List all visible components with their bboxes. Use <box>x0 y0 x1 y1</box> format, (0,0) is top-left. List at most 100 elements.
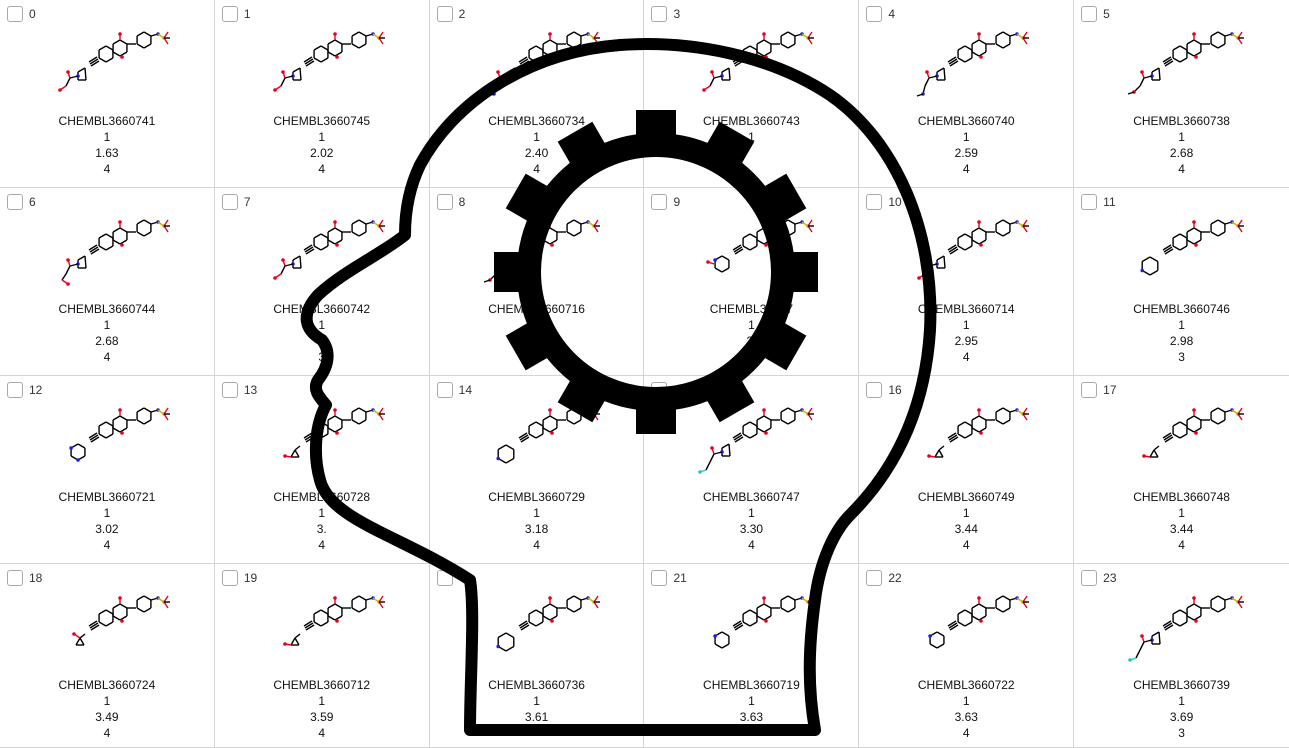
molecule-cell[interactable]: CHEMBL3660736 1 3.61 <box>429 564 645 748</box>
select-checkbox[interactable] <box>436 6 453 22</box>
value-2: 3.63 <box>739 710 764 724</box>
molecule-cell[interactable]: 3 CHEMBL3660743 1 <box>644 0 860 188</box>
value-2: 3.49 <box>95 710 119 724</box>
chembl-id: CHEMBL3660743 <box>703 114 800 128</box>
molecule-cell[interactable]: 4 CHEMBL3660740 1 2.59 4 <box>859 0 1075 188</box>
molecule-cell[interactable]: 17 CHEMBL3660748 1 3.44 4 <box>1074 376 1289 564</box>
molecule-structure <box>283 595 385 646</box>
select-checkbox[interactable] <box>866 194 883 210</box>
chembl-id: CHEMBL3660736 <box>488 678 585 692</box>
value-3: 4 <box>962 538 970 552</box>
molecule-structure <box>927 407 1030 458</box>
molecule-cell[interactable]: 16 CHEMBL3660749 1 3.44 4 <box>859 376 1075 564</box>
value-2: 3.61 <box>524 710 549 724</box>
cell-index: 15 <box>673 383 687 397</box>
select-checkbox[interactable] <box>651 6 668 22</box>
select-checkbox[interactable] <box>221 6 238 22</box>
select-checkbox[interactable] <box>866 6 883 22</box>
value-1: 1 <box>1178 318 1185 332</box>
molecule-structure <box>273 219 385 280</box>
molecule-cell[interactable]: 15 CHEMBL3660747 1 3.30 4 <box>644 376 860 564</box>
chembl-id: CHEMBL3660721 <box>58 490 156 504</box>
molecule-structure <box>698 407 815 474</box>
value-1: 1 <box>1178 506 1185 520</box>
value-3: 4 <box>962 162 970 176</box>
molecule-cell[interactable]: 13 CHEMBL3660728 1 3. 4 <box>214 376 430 564</box>
chembl-id: CHEMBL36607 <box>709 302 794 316</box>
select-checkbox[interactable] <box>221 194 238 210</box>
chembl-id: CHEMBL3660748 <box>1133 490 1230 504</box>
molecule-cell[interactable]: 0 CHEMBL3660741 1 1.63 4 <box>0 0 215 188</box>
select-checkbox[interactable] <box>1081 382 1098 398</box>
molecule-cell[interactable]: 18 CHEMBL3660724 1 3.49 4 <box>0 564 215 748</box>
cell-index: 5 <box>1103 7 1110 21</box>
select-checkbox[interactable] <box>221 382 238 398</box>
value-3: 4 <box>103 162 111 176</box>
molecule-cell[interactable]: 12 CHEMBL3660721 1 3.02 4 <box>0 376 215 564</box>
value-2 <box>215 333 429 349</box>
select-checkbox[interactable] <box>651 382 668 398</box>
select-checkbox[interactable] <box>436 570 453 586</box>
chembl-id: CHEMBL3660738 <box>1133 114 1230 128</box>
value-1 <box>430 317 644 333</box>
molecule-cell[interactable]: 14 CHEMBL3660729 1 3.18 4 <box>429 376 645 564</box>
molecule-cell[interactable]: 21 CHEMBL3660719 1 3.63 <box>644 564 860 748</box>
chembl-id: CHEMBL3660712 <box>273 678 371 692</box>
molecule-cell[interactable]: 5 CHEMBL3660738 1 2.68 4 <box>1074 0 1289 188</box>
value-1: 1 <box>318 130 326 144</box>
select-checkbox[interactable] <box>866 570 883 586</box>
molecule-structure <box>483 219 600 283</box>
chembl-id: CHEMBL3660741 <box>58 114 156 128</box>
molecule-structure <box>283 407 385 458</box>
chembl-id: CHEMBL3660746 <box>1133 302 1230 316</box>
molecule-structure <box>706 219 815 273</box>
molecule-structure <box>1142 407 1245 458</box>
select-checkbox[interactable] <box>866 382 883 398</box>
select-checkbox[interactable] <box>651 570 668 586</box>
cell-index: 12 <box>29 383 43 397</box>
select-checkbox[interactable] <box>1081 6 1098 22</box>
molecule-cell[interactable]: 10 CHEMBL3660714 1 2.95 4 <box>859 188 1075 376</box>
value-3: 4 <box>962 350 970 364</box>
molecule-cell[interactable]: 23 CHEMBL3660739 1 3.69 3 <box>1074 564 1289 748</box>
select-checkbox[interactable] <box>7 194 23 210</box>
select-checkbox[interactable] <box>7 570 23 586</box>
molecule-structure <box>1127 31 1245 95</box>
value-1: 1 <box>103 318 111 332</box>
value-3: 4 <box>318 162 326 176</box>
molecule-cell[interactable]: 7 CHEMBL3660742 1 3 <box>214 188 430 376</box>
value-3: 4 <box>103 726 111 740</box>
molecule-cell[interactable]: 2 CHEMBL3660734 1 2.40 4 <box>429 0 645 188</box>
select-checkbox[interactable] <box>221 570 238 586</box>
select-checkbox[interactable] <box>436 194 453 210</box>
cell-index: 6 <box>29 195 36 209</box>
cell-index: 23 <box>1103 571 1117 585</box>
value-2: 2.98 <box>1169 334 1194 348</box>
cell-index: 7 <box>243 195 251 209</box>
select-checkbox[interactable] <box>651 194 668 210</box>
molecule-cell[interactable]: 22 CHEMBL3660722 1 3.63 4 <box>859 564 1075 748</box>
select-checkbox[interactable] <box>1081 194 1098 210</box>
value-3 <box>430 725 644 741</box>
value-1: 1 <box>1178 130 1185 144</box>
select-checkbox[interactable] <box>436 382 453 398</box>
molecule-cell[interactable]: 9 CHEMBL36607 1 2. <box>644 188 860 376</box>
molecule-cell[interactable]: 6 CHEMBL3660744 1 2.68 4 <box>0 188 215 376</box>
chembl-id: CHEMBL3660714 <box>917 302 1015 316</box>
value-3: 4 <box>103 538 111 552</box>
chembl-id: CHEMBL3660745 <box>273 114 371 128</box>
value-3: 4 <box>533 162 540 176</box>
value-3 <box>644 161 858 177</box>
select-checkbox[interactable] <box>7 6 23 22</box>
molecule-cell[interactable]: 19 CHEMBL3660712 1 3.59 4 <box>214 564 430 748</box>
molecule-structure <box>58 31 170 92</box>
molecule-cell[interactable]: 8 CHEMBL3660716 2.8 4 <box>429 188 645 376</box>
select-checkbox[interactable] <box>1081 570 1098 586</box>
value-3: 4 <box>1178 162 1185 176</box>
chembl-id: CHEMBL3660724 <box>58 678 156 692</box>
value-3: 4 <box>748 538 755 552</box>
molecule-cell[interactable]: 1 CHEMBL3660745 1 2.02 4 <box>214 0 430 188</box>
select-checkbox[interactable] <box>7 382 23 398</box>
chembl-id: CHEMBL3660744 <box>58 302 156 316</box>
molecule-cell[interactable]: 11 CHEMBL3660746 1 2.98 3 <box>1074 188 1289 376</box>
